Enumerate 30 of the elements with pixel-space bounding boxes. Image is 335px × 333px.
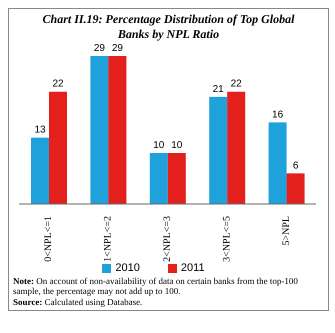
bar [268, 122, 287, 204]
data-label: 10 [171, 140, 183, 151]
data-label: 22 [230, 78, 242, 90]
data-label: 6 [292, 160, 299, 172]
data-label: 21 [212, 84, 224, 95]
data-label: 16 [272, 109, 284, 120]
bar [150, 152, 168, 204]
bar [90, 56, 108, 204]
x-tick-label: 1<NPL<=2 [102, 216, 114, 262]
data-label: 29 [94, 43, 106, 54]
data-label: 10 [153, 140, 165, 151]
text: Note: On account of non-availability of data on certain banks from the top-100 sample, the percentage may not add up to 100. [13, 276, 299, 297]
x-tick-label: 3<NPL<=5 [221, 216, 232, 262]
legend-label: 2011 [180, 262, 205, 274]
source-note: Source: Calculated using Database. [13, 296, 144, 308]
bar [49, 92, 67, 204]
data-label: 22 [52, 78, 64, 90]
chart-title: Chart II.19: Percentage Distribution of Top Global Banks by NPL Ratio [42, 11, 296, 42]
legend-label: 2010 [115, 262, 140, 274]
bar [227, 92, 246, 204]
bar [108, 56, 126, 204]
bar [31, 138, 49, 204]
data-label: 13 [34, 124, 46, 136]
data-label: 29 [112, 43, 124, 54]
bar [168, 152, 186, 204]
bar [286, 173, 305, 204]
bar [209, 96, 228, 204]
x-tick-label: 2<NPL<=3 [162, 216, 173, 262]
x-tick-label: 5>NPL [280, 216, 292, 246]
x-tick-label: 0<NPL<=1 [43, 216, 54, 262]
